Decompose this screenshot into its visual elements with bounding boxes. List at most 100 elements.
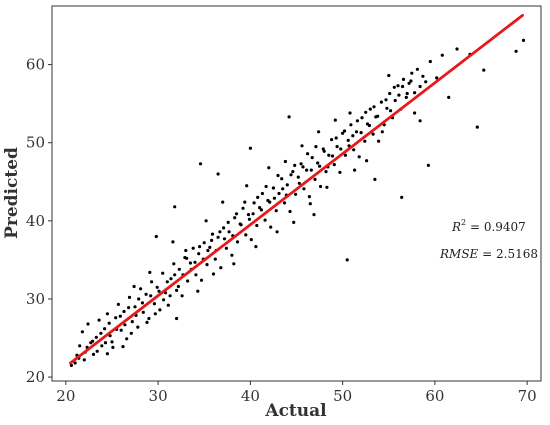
data-point: [162, 298, 166, 302]
data-point: [118, 314, 122, 318]
data-point: [373, 177, 377, 181]
data-point: [69, 363, 73, 367]
data-point: [175, 288, 179, 292]
data-point: [127, 295, 132, 299]
data-point: [133, 305, 137, 309]
data-point: [197, 252, 201, 256]
y-axis: 20 30 40 50 60: [26, 56, 52, 386]
data-point: [110, 340, 114, 344]
data-point: [94, 335, 98, 339]
data-point: [313, 177, 317, 181]
data-point: [426, 163, 430, 167]
data-point: [147, 316, 151, 321]
data-point: [185, 256, 189, 260]
data-point: [271, 186, 275, 190]
data-point: [127, 306, 131, 310]
data-point: [291, 170, 295, 174]
data-point: [301, 165, 305, 169]
data-point: [233, 216, 237, 220]
data-point: [213, 257, 217, 261]
data-point: [359, 131, 363, 135]
data-point: [173, 273, 177, 277]
data-point: [114, 316, 118, 320]
data-point: [247, 217, 251, 221]
data-point: [475, 125, 479, 129]
data-point: [345, 258, 349, 262]
data-point: [308, 202, 312, 206]
data-point: [353, 168, 357, 172]
data-point: [210, 238, 214, 242]
data-point: [100, 344, 104, 348]
data-point: [300, 144, 304, 148]
data-point: [194, 273, 198, 277]
data-point: [267, 166, 271, 170]
data-point: [244, 233, 248, 237]
plot-panel-border: [51, 5, 542, 382]
data-point: [123, 323, 127, 327]
data-point: [78, 344, 82, 348]
data-point: [409, 79, 413, 83]
data-point: [393, 98, 397, 103]
data-point: [330, 154, 335, 158]
data-point: [216, 172, 220, 176]
data-point: [139, 287, 143, 291]
data-point: [211, 272, 216, 276]
data-point: [107, 321, 111, 325]
data-point: [275, 230, 279, 234]
data-point: [161, 271, 165, 275]
data-point: [440, 53, 444, 57]
data-point: [380, 130, 384, 134]
data-point: [280, 177, 284, 181]
data-point: [169, 277, 173, 281]
data-point: [274, 209, 278, 213]
data-point: [317, 130, 321, 134]
data-point: [86, 322, 90, 326]
data-point: [400, 195, 404, 199]
y-tick-label: 30: [26, 290, 45, 308]
data-point: [153, 312, 157, 316]
data-point: [351, 134, 355, 138]
data-point: [136, 325, 140, 329]
data-point: [264, 184, 268, 189]
data-point: [259, 208, 263, 212]
x-axis-title: Actual: [264, 401, 327, 421]
data-point: [376, 114, 380, 118]
data-point: [333, 118, 337, 122]
data-point: [314, 145, 318, 149]
data-point: [377, 139, 381, 143]
data-point: [155, 285, 159, 289]
r-squared-exponent: 2: [461, 218, 466, 227]
data-point: [119, 328, 123, 332]
r-squared-symbol: R: [451, 220, 461, 234]
data-point: [348, 111, 352, 115]
data-point: [260, 191, 264, 196]
data-point: [125, 337, 129, 341]
data-point: [455, 47, 459, 51]
data-point: [357, 155, 361, 159]
data-point: [168, 294, 172, 298]
y-tick-label: 60: [26, 56, 45, 74]
data-point: [352, 148, 356, 152]
data-point: [202, 241, 206, 245]
data-point: [306, 152, 310, 156]
data-point: [241, 206, 245, 210]
data-point: [346, 138, 350, 142]
data-point: [364, 110, 368, 114]
data-point: [287, 115, 291, 119]
data-point: [82, 358, 86, 362]
data-point: [367, 123, 371, 128]
data-point: [296, 175, 300, 179]
data-point: [172, 262, 176, 266]
data-point: [410, 71, 414, 75]
data-point: [327, 153, 331, 157]
data-point: [338, 170, 342, 174]
data-point: [177, 267, 181, 271]
data-point: [405, 91, 409, 96]
y-tick-label: 40: [26, 212, 45, 230]
data-point: [354, 130, 359, 134]
data-point: [97, 318, 101, 322]
data-point: [232, 262, 236, 266]
data-point: [255, 223, 259, 228]
